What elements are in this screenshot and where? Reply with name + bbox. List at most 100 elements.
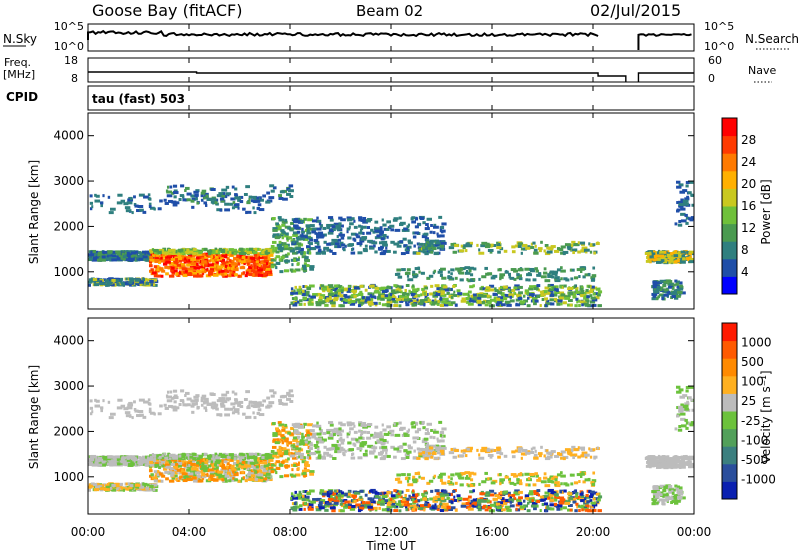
power-cell <box>423 303 426 307</box>
velocity-cell <box>197 470 204 474</box>
power-cell <box>418 223 421 227</box>
velocity-cell <box>172 456 179 460</box>
power-cell <box>288 189 294 193</box>
power-cell <box>316 219 322 223</box>
power-cell <box>360 226 363 230</box>
velocity-cell <box>404 453 410 457</box>
velocity-cell <box>196 463 199 467</box>
power-cell <box>180 270 183 274</box>
power-cell <box>215 249 218 253</box>
velocity-cell <box>201 460 208 464</box>
velocity-cell <box>93 455 99 459</box>
power-cell <box>668 285 674 289</box>
power-cell <box>534 267 538 271</box>
power-cell <box>497 291 503 295</box>
power-cell <box>316 242 320 246</box>
power-cell <box>156 274 162 278</box>
velocity-cell <box>356 447 363 451</box>
velocity-cell <box>173 465 178 469</box>
power-cell <box>220 199 225 203</box>
velocity-cell <box>582 497 587 501</box>
velocity-cell <box>424 432 430 436</box>
velocity-cell <box>407 428 410 432</box>
power-cell <box>429 230 433 234</box>
power-cell <box>516 273 520 277</box>
power-cell <box>347 236 352 240</box>
velocity-cell <box>318 427 322 431</box>
power-cell <box>327 292 334 296</box>
power-cell <box>142 277 145 281</box>
velocity-cell <box>260 471 267 475</box>
power-cell <box>575 290 581 294</box>
power-cell <box>344 295 350 299</box>
velocity-cell <box>138 483 143 487</box>
velocity-cell <box>275 455 280 459</box>
velocity-cell <box>216 473 223 477</box>
power-cell <box>224 208 231 212</box>
velocity-cell <box>256 463 259 467</box>
power-cell <box>583 248 590 252</box>
velocity-cell <box>282 402 288 406</box>
power-cell <box>121 252 125 256</box>
power-cell <box>293 224 299 228</box>
velocity-cell <box>187 478 193 482</box>
power-cell <box>137 204 144 208</box>
power-cell <box>416 242 420 246</box>
power-cell <box>201 255 208 259</box>
velocity-cell <box>157 470 160 474</box>
power-cell <box>559 285 563 289</box>
power-cell <box>323 246 330 250</box>
power-cell <box>172 251 179 255</box>
power-cell <box>652 294 657 298</box>
power-cell <box>259 198 264 202</box>
power-cell <box>473 267 477 271</box>
velocity-cell <box>456 494 461 498</box>
power-cell <box>506 303 512 307</box>
power-cell <box>356 242 363 246</box>
power-cell <box>467 294 471 298</box>
power-cell <box>244 274 248 278</box>
power-cell <box>212 273 219 277</box>
power-cell <box>575 289 579 293</box>
power-cell <box>215 253 219 257</box>
power-cell <box>231 206 236 210</box>
power-cell <box>678 219 682 223</box>
velocity-cell <box>298 442 305 446</box>
velocity-cell <box>180 470 186 474</box>
power-cell <box>591 243 596 247</box>
power-cell <box>329 249 333 253</box>
velocity-cell <box>307 453 311 457</box>
power-cell <box>393 304 399 308</box>
power-cell <box>346 218 353 222</box>
power-cell <box>237 206 240 210</box>
power-cell <box>257 268 264 272</box>
velocity-cell <box>238 462 244 466</box>
power-cell <box>491 244 497 248</box>
power-cell <box>214 265 220 269</box>
power-cell <box>418 270 421 274</box>
power-cell <box>89 194 93 198</box>
velocity-cell <box>340 423 346 427</box>
velocity-cell <box>280 447 283 451</box>
power-cell <box>564 243 571 247</box>
velocity-cell <box>221 393 228 397</box>
velocity-cell <box>414 430 419 434</box>
power-cell <box>423 232 429 236</box>
velocity-cell <box>253 466 259 470</box>
power-cell <box>571 244 574 248</box>
power-cell <box>412 303 416 307</box>
power-cell <box>184 257 187 261</box>
velocity-cell <box>429 435 433 439</box>
power-cell <box>597 293 601 297</box>
power-cell <box>250 264 253 268</box>
power-cell <box>254 256 260 260</box>
velocity-cell <box>237 467 241 471</box>
power-cell <box>432 291 436 295</box>
velocity-cell <box>211 402 216 406</box>
power-cell <box>252 247 258 251</box>
power-cell <box>478 251 485 255</box>
velocity-cell <box>232 476 235 480</box>
power-cell <box>673 260 678 264</box>
power-cell <box>412 299 419 303</box>
power-cell <box>171 200 177 204</box>
